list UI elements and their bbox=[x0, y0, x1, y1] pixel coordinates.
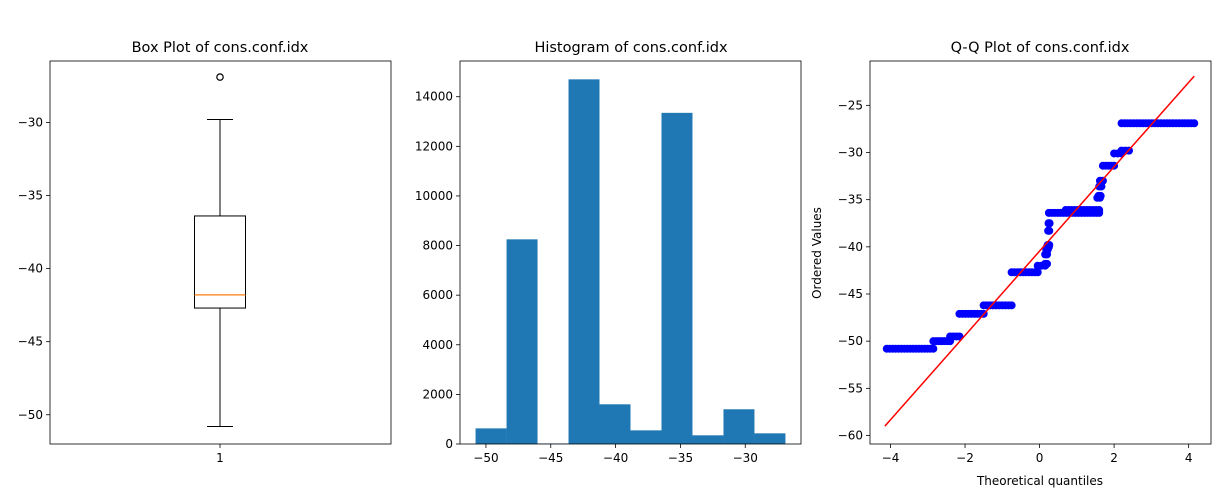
qq-x-axis-label: Theoretical quantiles bbox=[976, 474, 1103, 488]
x-tick-label: −50 bbox=[473, 451, 498, 465]
qq-plot-points bbox=[882, 75, 1199, 427]
y-tick-label: −35 bbox=[838, 193, 863, 207]
histogram-bar bbox=[723, 409, 755, 444]
x-tick-label: −40 bbox=[603, 451, 628, 465]
outlier-point bbox=[216, 73, 224, 81]
x-tick-label: 2 bbox=[1110, 451, 1118, 465]
y-tick-label: −40 bbox=[838, 240, 863, 254]
qq-plot-title: Q-Q Plot of cons.conf.idx bbox=[951, 40, 1130, 56]
qq-point bbox=[1098, 176, 1107, 185]
y-tick-label: 0 bbox=[445, 437, 453, 451]
y-tick-label: 12000 bbox=[415, 139, 453, 153]
histogram-bar bbox=[754, 433, 786, 444]
y-tick-label: 14000 bbox=[415, 90, 453, 104]
qq-fit-line bbox=[884, 75, 1195, 427]
histogram-panel: Histogram of cons.conf.idx −50 −45 −40 −35−… bbox=[415, 40, 802, 465]
qq-point bbox=[1045, 219, 1054, 228]
y-tick-label: 10000 bbox=[415, 189, 453, 203]
histogram-bar bbox=[599, 404, 631, 444]
y-tick-label: 2000 bbox=[422, 387, 453, 401]
histogram-bar bbox=[506, 239, 538, 444]
y-tick-label: −50 bbox=[18, 408, 43, 422]
box-plot-axes: 1 −50 −45 −40 −35 −30 bbox=[18, 60, 392, 465]
y-tick-label: 6000 bbox=[422, 288, 453, 302]
histogram-axes: −50 −45 −40 −35 −30 0 2000 4000 6000 8000 10000 120… bbox=[415, 60, 802, 465]
qq-point bbox=[929, 344, 938, 353]
x-tick-label: −30 bbox=[733, 451, 758, 465]
box-plot-marks bbox=[194, 73, 246, 427]
histogram-bar bbox=[630, 430, 662, 444]
qq-plot-axes: −4 −2 0 2 4 −60 −55 −50 −45 −40 −35 −30 −25 bbox=[838, 60, 1212, 465]
y-tick-label: −50 bbox=[838, 334, 863, 348]
x-tick-label: −4 bbox=[882, 451, 900, 465]
qq-plot-panel: Q-Q Plot of cons.conf.idx −4 −2 0 2 4−60−55−… bbox=[810, 40, 1212, 488]
qq-point bbox=[1043, 259, 1052, 268]
axes-frame bbox=[869, 60, 1212, 445]
y-tick-label: −30 bbox=[838, 146, 863, 160]
qq-y-axis-label: Ordered Values bbox=[810, 207, 824, 299]
histogram-bar bbox=[568, 79, 600, 445]
qq-point bbox=[1007, 301, 1016, 310]
histogram-bar bbox=[661, 112, 693, 445]
histogram-bar bbox=[475, 428, 507, 444]
histogram-title: Histogram of cons.conf.idx bbox=[534, 40, 728, 56]
qq-point bbox=[1096, 191, 1105, 200]
x-tick-label: 0 bbox=[1036, 451, 1044, 465]
x-tick-label: −35 bbox=[668, 451, 693, 465]
y-tick-label: −55 bbox=[838, 381, 863, 395]
x-tick-label: −45 bbox=[538, 451, 563, 465]
y-tick-label: 4000 bbox=[422, 338, 453, 352]
qq-point bbox=[1095, 206, 1104, 215]
y-tick-label: −60 bbox=[838, 429, 863, 443]
x-tick-label: 4 bbox=[1185, 451, 1193, 465]
box-plot-panel: Box Plot of cons.conf.idx 1 −50 −45 −40 −35 −… bbox=[18, 40, 392, 465]
qq-point bbox=[1045, 226, 1054, 235]
y-tick-label: −30 bbox=[18, 115, 43, 129]
y-tick-label: −45 bbox=[838, 287, 863, 301]
y-tick-label: −35 bbox=[18, 188, 43, 202]
y-tick-label: 8000 bbox=[422, 239, 453, 253]
qq-point bbox=[1045, 240, 1054, 249]
y-tick-label: −45 bbox=[18, 335, 43, 349]
axes-frame bbox=[49, 60, 392, 445]
box-plot-title: Box Plot of cons.conf.idx bbox=[132, 40, 309, 56]
iqr-box bbox=[194, 215, 246, 309]
qq-point bbox=[1033, 268, 1042, 277]
y-tick-label: −25 bbox=[838, 98, 863, 112]
x-tick-label: 1 bbox=[216, 451, 224, 465]
axes-frame bbox=[459, 60, 802, 445]
qq-point bbox=[1190, 119, 1199, 128]
y-tick-label: −40 bbox=[18, 262, 43, 276]
x-tick-label: −2 bbox=[956, 451, 974, 465]
histogram-bar bbox=[692, 435, 724, 444]
histogram-bars bbox=[475, 79, 786, 445]
